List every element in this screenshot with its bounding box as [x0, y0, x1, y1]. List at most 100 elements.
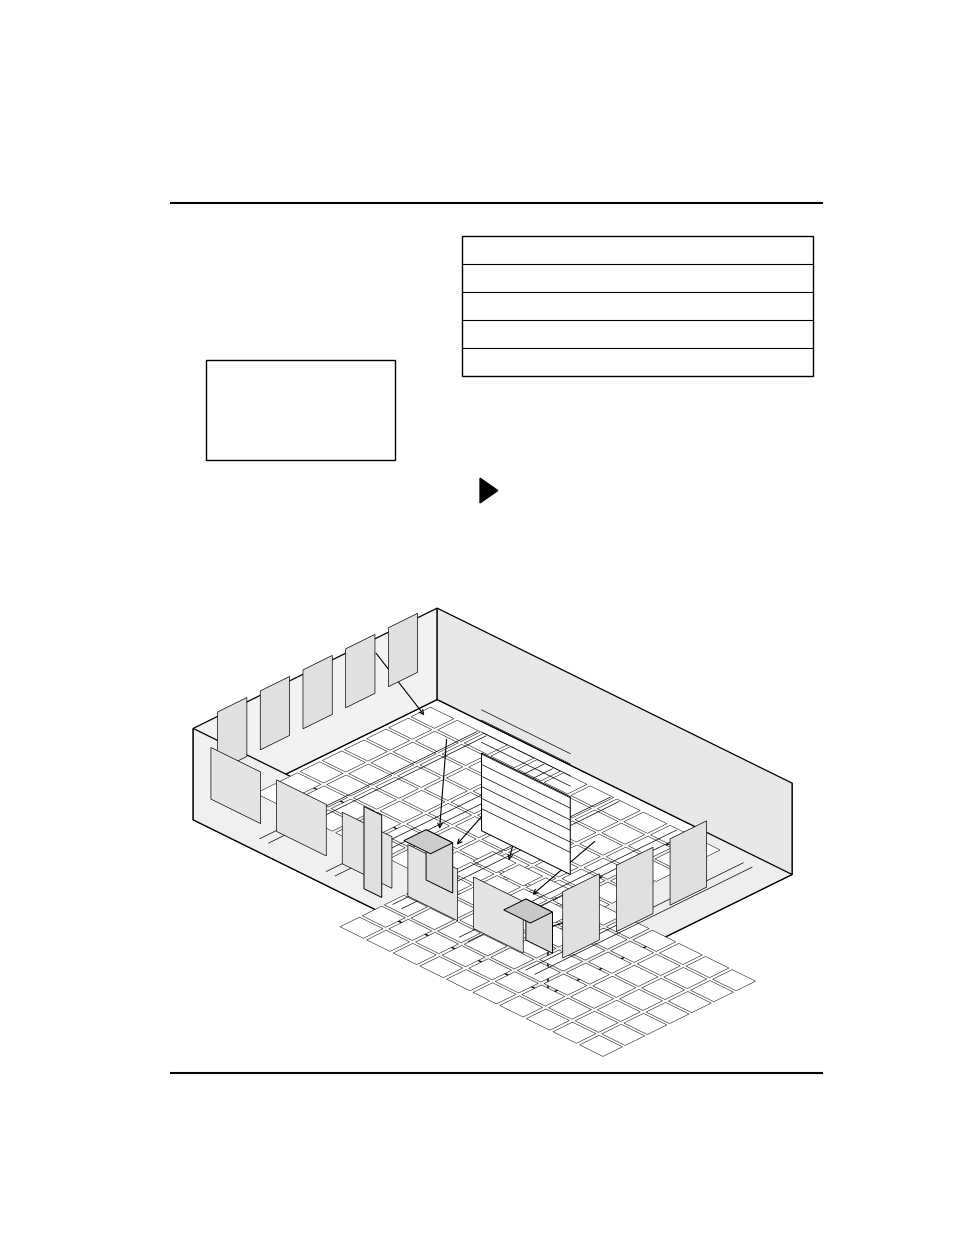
Polygon shape: [579, 834, 622, 855]
Polygon shape: [690, 981, 733, 1002]
Polygon shape: [530, 902, 573, 923]
Polygon shape: [411, 909, 454, 930]
Polygon shape: [419, 756, 462, 777]
Polygon shape: [517, 961, 559, 982]
Polygon shape: [530, 832, 573, 853]
Polygon shape: [557, 915, 599, 936]
Polygon shape: [499, 995, 542, 1018]
Polygon shape: [339, 918, 382, 939]
Polygon shape: [535, 926, 578, 947]
Polygon shape: [441, 876, 484, 897]
Polygon shape: [389, 718, 432, 740]
Polygon shape: [570, 785, 613, 808]
Polygon shape: [277, 773, 320, 794]
Polygon shape: [428, 804, 471, 825]
Polygon shape: [389, 850, 432, 871]
Polygon shape: [424, 779, 467, 800]
Polygon shape: [344, 740, 387, 761]
Polygon shape: [415, 862, 457, 883]
Polygon shape: [659, 944, 701, 965]
Polygon shape: [464, 864, 507, 885]
Polygon shape: [553, 1023, 596, 1044]
Polygon shape: [508, 913, 551, 934]
Polygon shape: [615, 966, 658, 987]
Polygon shape: [455, 887, 497, 908]
Polygon shape: [389, 919, 432, 941]
Polygon shape: [663, 967, 706, 988]
Polygon shape: [402, 790, 445, 811]
Polygon shape: [357, 813, 400, 834]
Polygon shape: [433, 827, 476, 848]
Polygon shape: [503, 889, 546, 910]
Polygon shape: [468, 889, 511, 910]
Polygon shape: [508, 842, 551, 864]
Polygon shape: [499, 864, 542, 885]
Polygon shape: [637, 955, 679, 976]
Polygon shape: [601, 823, 644, 845]
Polygon shape: [491, 947, 534, 969]
Polygon shape: [473, 983, 516, 1004]
Polygon shape: [632, 861, 675, 882]
Polygon shape: [628, 836, 671, 857]
Polygon shape: [366, 729, 409, 750]
Polygon shape: [543, 773, 586, 794]
Polygon shape: [436, 608, 791, 874]
Polygon shape: [375, 777, 418, 798]
Polygon shape: [605, 847, 648, 868]
Polygon shape: [588, 952, 631, 973]
Polygon shape: [632, 930, 675, 951]
Polygon shape: [459, 841, 502, 862]
Polygon shape: [543, 974, 586, 995]
Polygon shape: [575, 1011, 618, 1032]
Polygon shape: [491, 878, 534, 899]
Polygon shape: [650, 825, 693, 846]
Polygon shape: [655, 850, 698, 871]
Polygon shape: [282, 797, 325, 818]
Polygon shape: [526, 808, 569, 829]
Polygon shape: [579, 904, 622, 925]
Polygon shape: [362, 906, 405, 927]
Polygon shape: [331, 799, 374, 820]
Polygon shape: [455, 816, 497, 837]
Polygon shape: [553, 821, 596, 842]
Polygon shape: [406, 814, 449, 836]
Polygon shape: [415, 932, 457, 953]
Polygon shape: [668, 992, 711, 1013]
Polygon shape: [433, 898, 476, 919]
Polygon shape: [547, 783, 791, 994]
Polygon shape: [669, 821, 706, 905]
Polygon shape: [384, 825, 427, 846]
Bar: [206, 361, 395, 461]
Polygon shape: [473, 877, 522, 953]
Polygon shape: [345, 635, 375, 708]
Polygon shape: [553, 890, 596, 913]
Polygon shape: [477, 876, 520, 897]
Polygon shape: [495, 902, 537, 923]
Polygon shape: [411, 708, 454, 729]
Polygon shape: [543, 904, 586, 925]
Polygon shape: [486, 853, 529, 874]
Polygon shape: [685, 957, 728, 978]
Polygon shape: [384, 895, 427, 916]
Polygon shape: [441, 946, 484, 967]
Polygon shape: [601, 1024, 644, 1046]
Polygon shape: [419, 957, 462, 978]
Polygon shape: [451, 862, 494, 883]
Polygon shape: [342, 813, 392, 888]
Polygon shape: [521, 784, 564, 805]
Polygon shape: [588, 882, 631, 903]
Polygon shape: [446, 969, 489, 990]
Polygon shape: [562, 873, 598, 958]
Polygon shape: [415, 731, 457, 752]
Polygon shape: [570, 987, 613, 1008]
Bar: [461, 236, 812, 377]
Polygon shape: [362, 836, 405, 857]
Polygon shape: [495, 771, 537, 792]
Polygon shape: [464, 734, 507, 755]
Polygon shape: [491, 746, 534, 768]
Polygon shape: [403, 830, 453, 853]
Polygon shape: [597, 799, 639, 820]
Polygon shape: [616, 847, 652, 931]
Polygon shape: [304, 785, 347, 808]
Polygon shape: [260, 677, 290, 750]
